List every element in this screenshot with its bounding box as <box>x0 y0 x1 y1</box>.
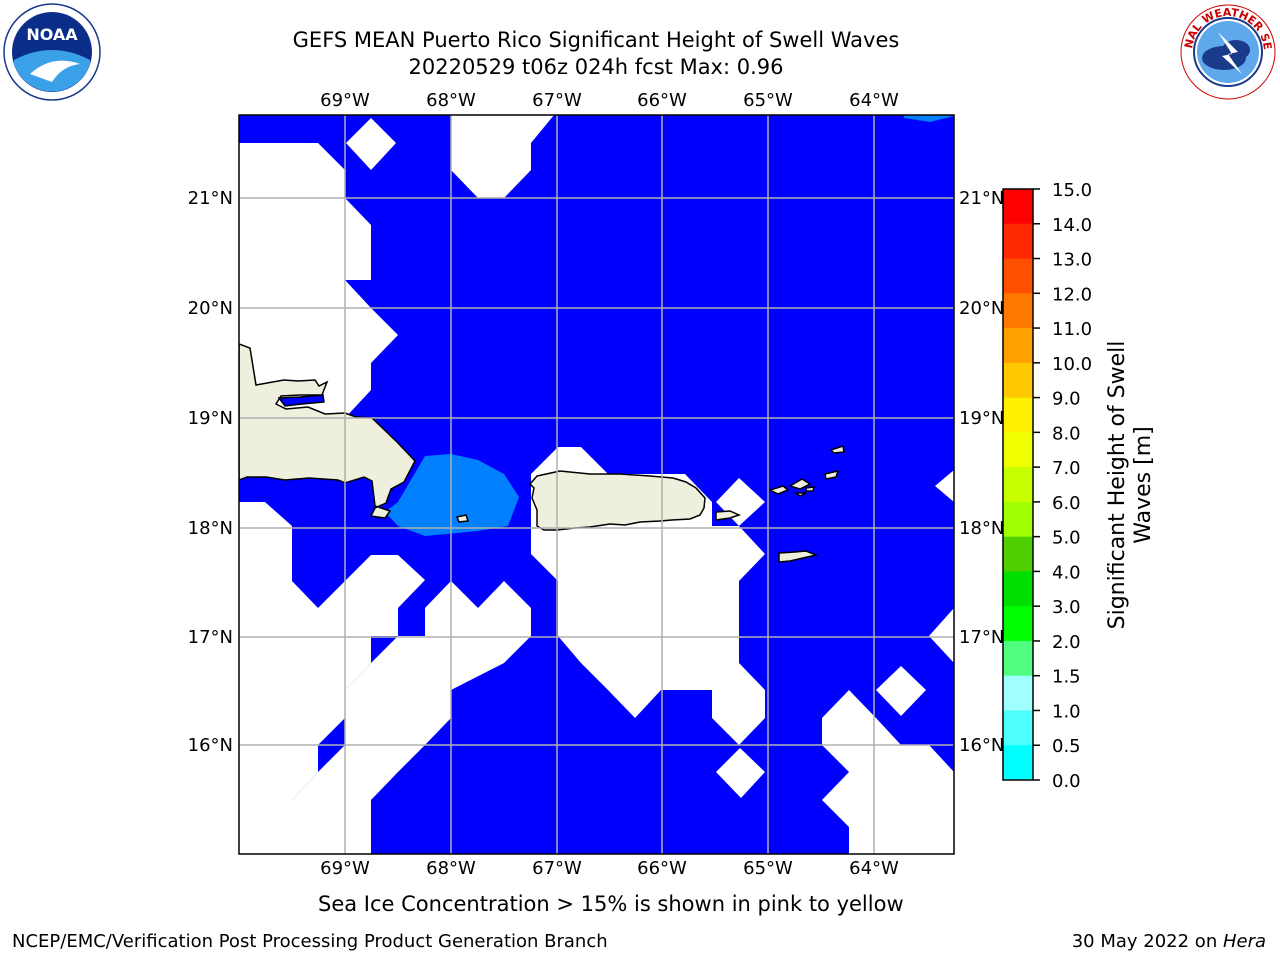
swell-0.5-1.0m-corner <box>904 115 954 122</box>
colorbar <box>1003 189 1033 781</box>
colorbar-tick-label: 0.0 <box>1052 771 1081 792</box>
colorbar-tick-label: 14.0 <box>1052 215 1092 236</box>
lat-label: 21°N <box>959 188 1004 209</box>
noaa-logo-text: NOAA <box>26 25 78 44</box>
colorbar-tick-label: 13.0 <box>1052 250 1092 271</box>
colorbar-band <box>1003 293 1033 329</box>
map-frame <box>238 114 955 855</box>
nws-logo-icon: NATIONAL WEATHER SERVICE <box>1178 2 1276 100</box>
footer-machine: Hera <box>1222 931 1266 952</box>
lat-label: 21°N <box>188 188 233 209</box>
colorbar-tick-label: 7.0 <box>1052 458 1081 479</box>
colorbar-tick-label: 12.0 <box>1052 284 1092 305</box>
colorbar-frame <box>1002 188 1034 781</box>
colorbar-tick-label: 9.0 <box>1052 389 1081 410</box>
lon-label: 66°W <box>637 90 687 111</box>
lon-label: 65°W <box>743 858 793 879</box>
colorbar-tick-label: 1.0 <box>1052 701 1081 722</box>
footer-credit: NCEP/EMC/Verification Post Processing Pr… <box>12 931 608 952</box>
lon-label: 68°W <box>426 858 476 879</box>
colorbar-tick-label: 8.0 <box>1052 423 1081 444</box>
colorbar-band <box>1003 745 1033 781</box>
colorbar-tick-label: 0.5 <box>1052 736 1081 757</box>
footer-date-text: 30 May 2022 on <box>1071 931 1223 952</box>
lat-label: 16°N <box>188 735 233 756</box>
lon-label: 64°W <box>849 90 899 111</box>
lat-label: 19°N <box>188 408 233 429</box>
colorbar-band <box>1003 189 1033 225</box>
colorbar-tick-label: 5.0 <box>1052 528 1081 549</box>
lon-label: 67°W <box>532 90 582 111</box>
lat-label: 18°N <box>188 518 233 539</box>
lon-label: 69°W <box>320 858 370 879</box>
lat-label: 20°N <box>188 298 233 319</box>
colorbar-band <box>1003 640 1033 677</box>
lon-label: 69°W <box>320 90 370 111</box>
noaa-logo-icon: NOAA <box>3 3 101 101</box>
colorbar-tick-label: 11.0 <box>1052 319 1092 340</box>
page-title: GEFS MEAN Puerto Rico Significant Height… <box>292 28 900 52</box>
colorbar-band <box>1003 223 1033 260</box>
colorbar-tick-label: 4.0 <box>1052 562 1081 583</box>
colorbar-band <box>1003 571 1033 607</box>
colorbar-band <box>1003 501 1033 538</box>
colorbar-tick-label: 2.0 <box>1052 632 1081 653</box>
lon-label: 67°W <box>532 858 582 879</box>
colorbar-band <box>1003 536 1033 572</box>
lat-label: 17°N <box>188 627 233 648</box>
lat-label: 19°N <box>959 408 1004 429</box>
lat-labels-left: 21°N 20°N 19°N 18°N 17°N 16°N <box>188 188 233 756</box>
colorbar-band <box>1003 675 1033 711</box>
lat-label: 17°N <box>959 627 1004 648</box>
swell-0.5-1.0m-area <box>385 454 519 536</box>
sea-ice-note: Sea Ice Concentration > 15% is shown in … <box>318 892 904 916</box>
lon-label: 68°W <box>426 90 476 111</box>
footer-date: 30 May 2022 on Hera <box>1072 930 1266 954</box>
colorbar-band <box>1003 397 1033 433</box>
lat-labels-right: 21°N 20°N 19°N 18°N 17°N 16°N <box>959 188 1004 756</box>
colorbar-tick-label: 15.0 <box>1052 180 1092 201</box>
colorbar-tick-label: 6.0 <box>1052 493 1081 514</box>
colorbar-band <box>1003 432 1033 468</box>
colorbar-band <box>1003 328 1033 364</box>
lat-label: 16°N <box>959 735 1004 756</box>
lon-labels-bottom: 69°W 68°W 67°W 66°W 65°W 64°W <box>320 858 899 879</box>
colorbar-tick-label: 1.5 <box>1052 667 1081 688</box>
colorbar-label-line1: Significant Height of Swell <box>1105 341 1130 630</box>
graticule <box>239 115 954 854</box>
lon-labels-top: 69°W 68°W 67°W 66°W 65°W 64°W <box>320 90 899 111</box>
colorbar-tick-label: 3.0 <box>1052 597 1081 618</box>
colorbar-band <box>1003 362 1033 399</box>
no-data-areas <box>239 115 954 854</box>
colorbar-ticks: 15.0 14.0 13.0 12.0 11.0 10.0 9.0 8.0 7.0 6.0 5.0 4… <box>1033 180 1092 792</box>
lat-label: 18°N <box>959 518 1004 539</box>
colorbar-band <box>1003 710 1033 746</box>
hispaniola <box>239 343 416 519</box>
forecast-subtitle: 20220529 t06z 024h fcst Max: 0.96 <box>408 55 784 79</box>
colorbar-band <box>1003 467 1033 503</box>
colorbar-band <box>1003 258 1033 294</box>
colorbar-label-line2: Waves [m] <box>1131 426 1156 543</box>
colorbar-tick-label: 10.0 <box>1052 354 1092 375</box>
lat-label: 20°N <box>959 298 1004 319</box>
lon-label: 64°W <box>849 858 899 879</box>
colorbar-band <box>1003 606 1033 642</box>
lon-label: 66°W <box>637 858 687 879</box>
lon-label: 65°W <box>743 90 793 111</box>
